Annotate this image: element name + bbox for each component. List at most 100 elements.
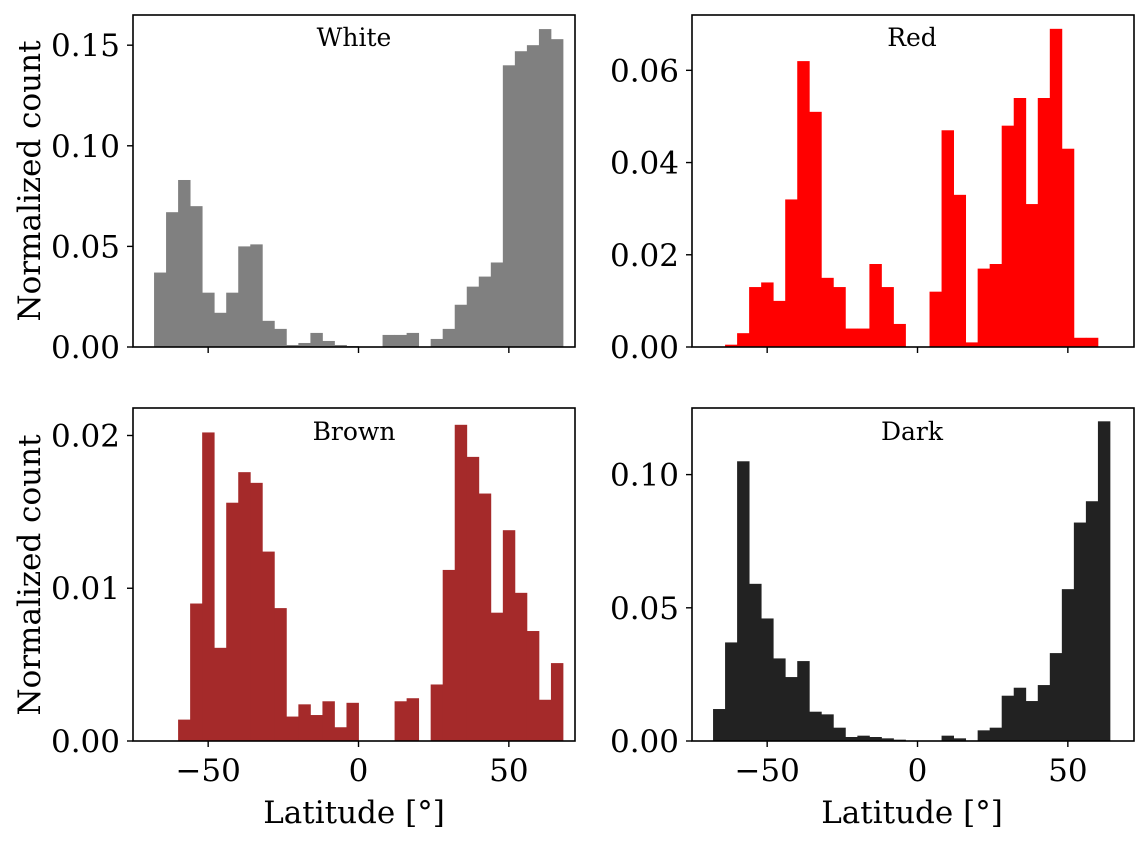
panel-title: White bbox=[317, 23, 392, 52]
histogram-bar bbox=[502, 530, 516, 741]
histogram-bar bbox=[454, 424, 468, 741]
histogram-bar bbox=[286, 344, 299, 347]
panel-title: Dark bbox=[881, 417, 944, 446]
histogram-bar bbox=[1097, 421, 1111, 741]
histogram-bar bbox=[809, 711, 822, 741]
histogram-bar bbox=[202, 432, 215, 741]
histogram-bar bbox=[454, 304, 468, 347]
histogram-bar bbox=[406, 698, 420, 741]
y-tick-label: 0.10 bbox=[51, 129, 120, 165]
histogram-bar bbox=[250, 482, 263, 741]
histogram-bar bbox=[442, 328, 456, 347]
histogram-bar bbox=[977, 268, 991, 347]
histogram-bar bbox=[394, 334, 408, 347]
histogram-bar bbox=[478, 276, 492, 347]
axes-frame bbox=[132, 407, 576, 742]
histogram-bar bbox=[1037, 685, 1051, 741]
histogram-bar bbox=[442, 569, 456, 741]
histogram-bar bbox=[761, 618, 774, 741]
histogram-bar bbox=[262, 320, 275, 347]
x-tick-label: −50 bbox=[734, 753, 799, 789]
histogram-bar bbox=[214, 312, 227, 347]
histogram-bar bbox=[250, 244, 263, 347]
x-axis-label: Latitude [°] bbox=[821, 795, 1003, 831]
histogram-bar bbox=[857, 735, 870, 741]
histogram-bar bbox=[226, 502, 239, 741]
x-tick-label: 0 bbox=[349, 753, 369, 789]
histogram-bar bbox=[406, 332, 420, 347]
histogram-bar bbox=[869, 737, 882, 741]
y-tick-label: 0.02 bbox=[51, 418, 120, 454]
histogram-bar bbox=[178, 719, 191, 741]
histogram-bar bbox=[514, 592, 528, 741]
histogram-bar bbox=[478, 493, 492, 741]
histogram-bar bbox=[833, 727, 846, 741]
y-tick-label: 0.00 bbox=[610, 724, 679, 760]
histogram-bar bbox=[821, 277, 834, 347]
histogram-bar bbox=[749, 287, 762, 347]
histogram-bar bbox=[166, 212, 179, 347]
histogram-bar bbox=[941, 130, 954, 347]
histogram-bar bbox=[430, 684, 444, 741]
histogram-bar bbox=[1061, 148, 1075, 347]
histogram-bar bbox=[797, 61, 810, 348]
histogram-bar bbox=[322, 701, 335, 741]
histogram-bar bbox=[202, 292, 215, 347]
x-tick-label: −50 bbox=[175, 753, 240, 789]
histogram-bar bbox=[833, 287, 846, 347]
histogram-bar bbox=[737, 333, 750, 347]
histogram-bar bbox=[965, 342, 979, 347]
histogram-bar bbox=[538, 29, 552, 348]
histogram-bar bbox=[526, 45, 540, 348]
histogram-bar bbox=[334, 727, 347, 741]
histogram-bar bbox=[274, 328, 287, 347]
histogram-bar bbox=[893, 323, 906, 347]
histogram-bar bbox=[538, 699, 552, 741]
histogram-bar bbox=[737, 461, 750, 741]
histogram-bar bbox=[953, 194, 967, 347]
histogram-bar bbox=[977, 730, 991, 741]
histogram-bar bbox=[298, 704, 311, 741]
histogram-bar bbox=[821, 714, 834, 741]
histogram-bar bbox=[1013, 687, 1027, 741]
histogram-bar bbox=[550, 39, 564, 348]
histogram-bar bbox=[490, 262, 504, 347]
x-axis-label: Latitude [°] bbox=[263, 795, 445, 831]
histogram-bar bbox=[1025, 204, 1039, 347]
histogram-bar bbox=[310, 332, 323, 347]
histogram-bar bbox=[226, 292, 239, 347]
histogram-bar bbox=[190, 206, 203, 347]
histogram-bar bbox=[881, 738, 894, 741]
histogram-bar bbox=[989, 264, 1003, 347]
histogram-bar bbox=[881, 287, 894, 347]
panel-white: White Normalized count 0.00 0.05 0.10 0.15 bbox=[12, 14, 576, 366]
y-tick-label: 0.04 bbox=[610, 146, 679, 182]
y-tick-label: 0.15 bbox=[51, 28, 120, 64]
histogram-bar bbox=[1049, 28, 1063, 348]
histogram-bar bbox=[286, 716, 299, 741]
y-tick-label: 0.00 bbox=[610, 330, 679, 366]
histogram-bar bbox=[274, 608, 287, 741]
histogram-bar bbox=[713, 709, 726, 741]
panel-title: Brown bbox=[313, 417, 396, 446]
y-tick-label: 0.00 bbox=[51, 724, 120, 760]
x-tick-label: 50 bbox=[489, 753, 528, 789]
histogram-bar bbox=[238, 472, 251, 741]
histogram-bar bbox=[394, 701, 408, 741]
histogram-bar bbox=[773, 658, 786, 741]
y-tick-label: 0.05 bbox=[610, 591, 679, 627]
axes-frame bbox=[132, 14, 576, 348]
histogram-bar bbox=[857, 328, 870, 347]
histogram-bar bbox=[761, 282, 774, 347]
histogram-bar bbox=[1037, 98, 1051, 347]
y-tick-label: 0.06 bbox=[610, 53, 679, 89]
histogram-bar bbox=[845, 737, 858, 741]
histogram-bar bbox=[322, 340, 335, 347]
histogram-bar bbox=[1085, 501, 1099, 741]
axes-frame bbox=[691, 407, 1135, 742]
histogram-bar bbox=[346, 702, 359, 741]
histogram-bar bbox=[154, 272, 167, 347]
histogram-bar bbox=[1061, 589, 1075, 741]
histogram-bar bbox=[941, 735, 954, 741]
